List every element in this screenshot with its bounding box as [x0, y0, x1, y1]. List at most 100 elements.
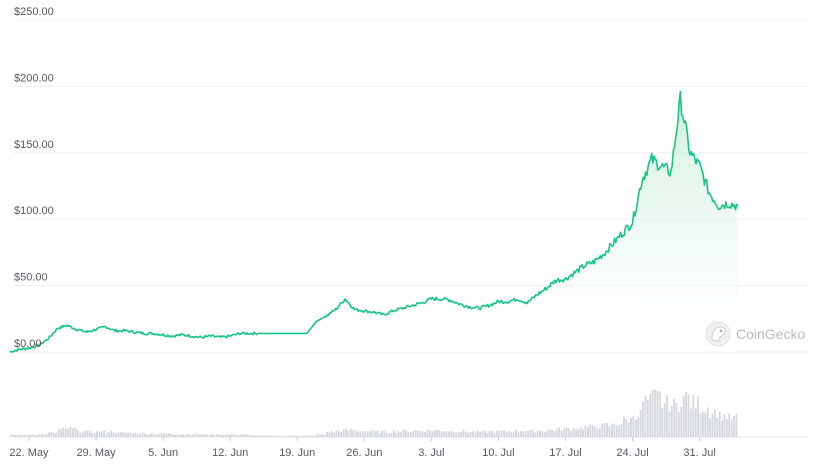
volume-bar: [572, 428, 575, 437]
price-line[interactable]: [9, 90, 739, 353]
volume-bar: [144, 433, 146, 437]
volume-bar: [48, 432, 50, 437]
volume-bar: [587, 427, 589, 437]
coingecko-watermark: CoinGecko: [705, 321, 805, 347]
volume-bar: [517, 431, 520, 437]
volume-bar: [225, 434, 228, 437]
volume-bar: [36, 435, 38, 437]
x-tick-label: 26. Jun: [346, 447, 382, 459]
volume-bar: [462, 430, 465, 437]
x-axis-ticks: 22. May 29. May 5. Jun 12. Jun 19. Jun 26. Ju…: [9, 437, 716, 459]
volume-bar: [498, 430, 501, 437]
volume-bar: [460, 432, 462, 437]
volume-bar: [349, 428, 352, 437]
volume-bar: [620, 424, 623, 437]
volume-bar: [189, 434, 192, 437]
volume-bar: [450, 430, 453, 437]
volume-bar: [534, 432, 537, 437]
volume-bar: [520, 431, 522, 437]
volume-bar: [278, 436, 280, 437]
volume-bar: [637, 416, 640, 437]
volume-bar: [53, 433, 55, 437]
volume-bar: [294, 436, 297, 437]
volume-bar: [472, 431, 474, 437]
volume-bar: [345, 428, 347, 437]
volume-bar: [81, 432, 84, 437]
volume-bar: [714, 409, 716, 437]
volume-bar: [560, 430, 563, 437]
volume-bar: [488, 431, 491, 437]
volume-bar: [297, 436, 299, 437]
volume-bar: [558, 427, 561, 437]
volume-bar: [287, 435, 290, 437]
volume-bar: [115, 433, 117, 437]
price-area-fill: [9, 91, 738, 352]
volume-bar: [280, 435, 283, 437]
volume-bar: [38, 433, 41, 437]
volume-bar: [668, 411, 671, 437]
volume-bar: [366, 431, 369, 437]
volume-bar: [388, 432, 391, 437]
volume-bar: [12, 434, 14, 437]
volume-bar: [232, 433, 235, 437]
volume-bar: [469, 432, 472, 437]
volume-bar: [412, 431, 414, 437]
volume-bar: [203, 434, 206, 437]
volume-bar: [694, 407, 697, 437]
x-tick-label: 12. Jun: [212, 447, 248, 459]
volume-bar: [41, 433, 43, 437]
volume-bar: [237, 434, 240, 437]
volume-bar: [158, 433, 161, 437]
y-axis-ticks: $0.00 $50.00 $100.00 $150.00 $200.00 $250.00: [14, 6, 54, 350]
volume-bar: [704, 412, 707, 437]
volume-bar: [661, 407, 664, 437]
volume-bar: [505, 431, 508, 437]
volume-bar: [206, 434, 208, 437]
volume-bar: [230, 434, 232, 437]
volume-bar: [155, 434, 158, 437]
volume-bar: [201, 434, 204, 437]
volume-bar: [172, 434, 175, 437]
volume-bar: [182, 434, 185, 437]
volume-bar: [302, 435, 304, 437]
volume-bar: [21, 435, 24, 437]
volume-bar: [378, 432, 381, 437]
volume-bar: [656, 391, 659, 437]
volume-bar: [424, 432, 426, 437]
volume-bar: [532, 429, 534, 437]
volume-bar: [311, 435, 314, 437]
volume-bar: [445, 431, 448, 437]
volume-bar: [697, 396, 699, 437]
volume-bar: [93, 433, 96, 437]
volume-bar: [67, 429, 70, 437]
volume-bar: [292, 435, 295, 437]
volume-bar: [687, 394, 690, 437]
volume-bar: [599, 428, 601, 437]
volume-bar: [417, 430, 419, 437]
volume-bar: [26, 434, 29, 437]
volume-bar: [326, 431, 328, 437]
volume-bar: [342, 429, 345, 437]
volume-bar: [553, 431, 556, 437]
volume-bar: [419, 430, 422, 437]
volume-bar: [527, 431, 529, 437]
y-tick-label: $100.00: [14, 205, 54, 217]
volume-bar: [400, 432, 402, 437]
volume-bar: [373, 430, 376, 437]
volume-bar: [108, 432, 110, 437]
volume-bar: [338, 430, 340, 437]
gecko-logo-icon: [705, 321, 731, 347]
volume-bar: [658, 391, 661, 437]
volume-bar: [43, 434, 46, 437]
price-line-group[interactable]: [9, 90, 739, 353]
volume-bar: [575, 429, 577, 437]
volume-bar: [596, 428, 599, 437]
watermark-text: CoinGecko: [736, 326, 805, 342]
volume-bar: [223, 435, 225, 437]
volume-bar: [409, 431, 412, 437]
volume-bar: [397, 431, 400, 437]
volume-bar: [407, 432, 410, 437]
volume-bar: [215, 434, 218, 437]
